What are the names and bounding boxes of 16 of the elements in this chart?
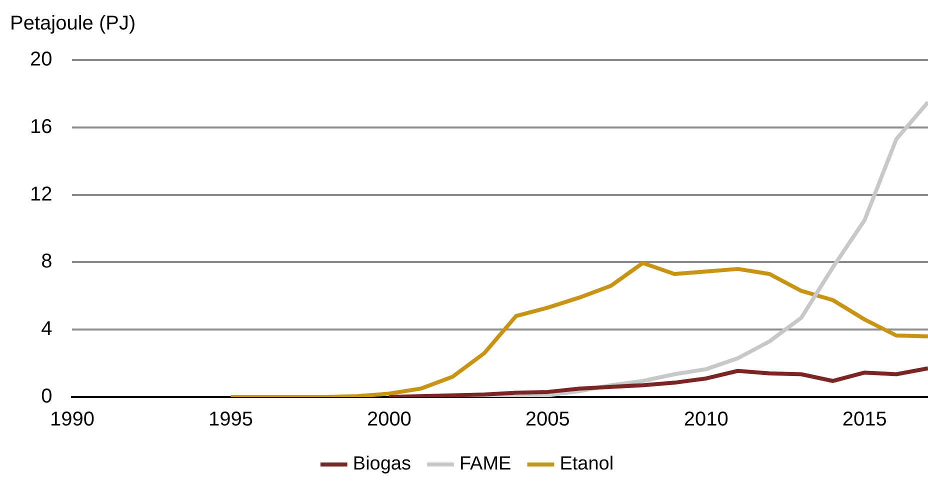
x-tick-label: 1990 — [50, 408, 94, 431]
x-tick-label: 2005 — [525, 408, 570, 431]
y-axis-title: Petajoule (PJ) — [10, 12, 136, 35]
y-tick-label: 12 — [30, 183, 52, 206]
y-tick-label: 8 — [41, 250, 52, 273]
y-tick-label: 0 — [41, 386, 52, 408]
y-tick-label: 20 — [30, 48, 52, 71]
y-tick-label: 16 — [30, 116, 52, 138]
x-tick-label: 2010 — [684, 408, 728, 431]
x-tick-label: 2000 — [366, 408, 412, 431]
legend-label: Biogas — [352, 454, 412, 475]
legend-label: FAME — [459, 454, 512, 475]
x-tick-label: 1995 — [208, 408, 253, 431]
x-tick-label: 2015 — [842, 408, 887, 431]
y-tick-label: 4 — [41, 318, 52, 340]
legend-label: Etanol — [560, 454, 614, 475]
